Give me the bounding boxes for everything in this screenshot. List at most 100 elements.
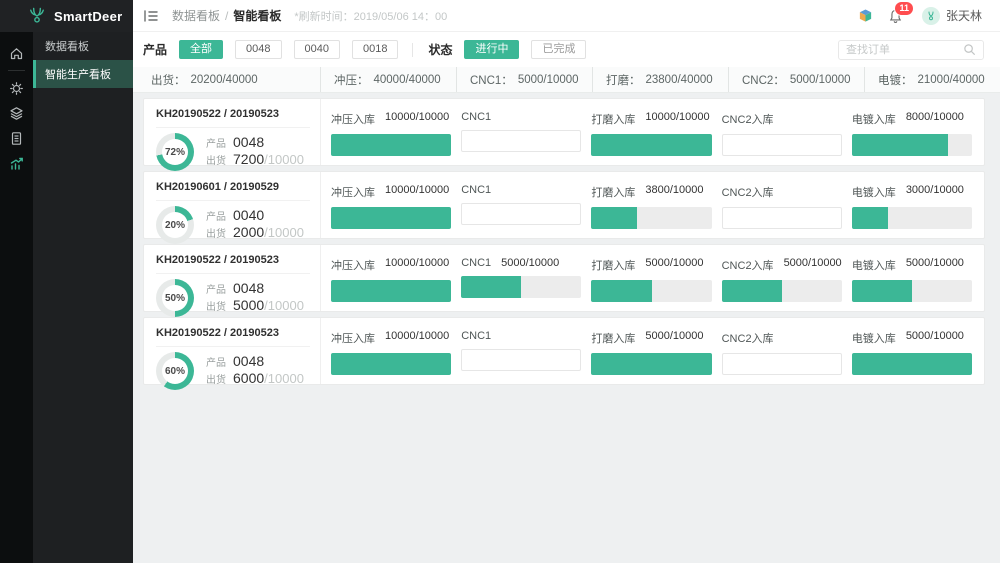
layers-icon[interactable] [9,106,24,121]
donut-percent: 60% [164,365,185,377]
stage-bar [461,130,582,152]
stage-value: 10000/10000 [385,184,450,196]
order-divider [156,200,310,201]
order-divider [156,127,310,128]
stages: 冲压入库 10000/10000 CNC1 打磨入库 10000/10000 C… [321,99,984,165]
product-filter-label: 产品 [143,43,168,57]
gear-icon[interactable] [9,81,24,96]
chart-icon[interactable] [9,156,24,171]
stage-value: 10000/10000 [385,257,450,269]
deer-icon [27,6,47,26]
stage-bar [461,276,582,298]
stage-label: CNC2入库 [721,187,774,199]
ship-label: 出货 [206,156,226,167]
summary-cell: 打磨： 23800/40000 [592,67,728,92]
stage-column: CNC1 [451,184,582,238]
stage-column: 冲压入库 10000/10000 [321,111,452,165]
topbar-right: 11 张天林 [858,0,982,25]
stages: 冲压入库 10000/10000 CNC1 5000/10000 打磨入库 50… [321,245,984,311]
cube-icon[interactable] [858,8,873,24]
ship-value: 6000 [233,370,265,386]
topbar-main: 数据看板 / 智能看板 *刷新时间：2019/05/06 14：00 11 [133,0,1000,32]
filter-chip[interactable]: 0040 [293,40,340,59]
summary-value: 5000/10000 [517,73,579,86]
stage-bar [591,280,712,302]
ship-total: /10000 [264,371,304,386]
summary-value: 40000/40000 [373,73,441,86]
summary-row: 出货： 20200/40000 冲压： 40000/40000 CNC1： 5000/… [133,67,1000,93]
breadcrumb-item-data-board[interactable]: 数据看板 [172,9,221,23]
stage-column: CNC2入库 5000/10000 [712,257,842,311]
ship-total: /10000 [264,225,304,240]
stage-bar-fill [331,280,452,302]
stage-bar [461,349,582,371]
main-content: 产品 全部 0048 0040 0018 状态 进行中 已完成 出货： 20200… [133,32,1000,563]
stage-value: 10000/10000 [385,111,450,123]
filter-chip[interactable]: 进行中 [464,40,520,59]
filter-chip[interactable]: 0018 [351,40,399,59]
sidebar-menu: 数据看板 智能生产看板 [33,32,133,563]
order-summary: KH20190601 / 20190529 20% 产品 0040 出货 200… [144,172,321,244]
stage-value: 5000/10000 [905,257,964,269]
ship-value: 7200 [233,151,265,167]
stage-bar-fill [851,207,888,229]
breadcrumb-item-smart-board: 智能看板 [233,9,282,23]
sidebar-item[interactable]: 智能生产看板 [33,60,133,88]
filter-chip[interactable]: 已完成 [531,40,587,59]
home-icon[interactable] [9,46,24,61]
stage-bar-fill [721,280,782,302]
user-avatar [921,6,940,25]
sidebar-item-label: 数据看板 [45,41,89,53]
breadcrumb: 数据看板 / 智能看板 [172,7,281,24]
summary-cell: 电镀： 21000/40000 [864,67,1000,92]
stage-bar-fill [591,134,712,156]
summary-cell: 出货： 20200/40000 [151,72,320,88]
stage-bar-fill [851,134,948,156]
stage-bar-fill [331,353,452,375]
stage-bar [331,207,452,229]
sidebar-item[interactable]: 数据看板 [33,32,133,60]
ship-total: /10000 [264,152,304,167]
stage-bar [851,134,973,156]
stage-bar [331,134,452,156]
status-options: 进行中 已完成 [464,40,598,59]
stage-label: 冲压入库 [331,260,375,272]
stage-column: CNC1 [451,330,582,384]
sidebar: 数据看板 智能生产看板 [0,32,133,563]
stage-value: 5000/10000 [645,330,704,342]
stage-bar-fill [591,207,638,229]
breadcrumb-separator: / [225,8,229,23]
summary-cell: 冲压： 40000/40000 [320,67,456,92]
stage-bar [591,134,712,156]
stage-bar [461,203,582,225]
filter-chip[interactable]: 0048 [235,40,282,59]
stage-bar-fill [461,276,522,298]
stage-value: 10000/10000 [645,111,710,123]
stage-column: 冲压入库 10000/10000 [321,330,452,384]
stage-bar [721,280,842,302]
stages: 冲压入库 10000/10000 CNC1 打磨入库 5000/10000 CN… [321,318,984,384]
order-summary: KH20190522 / 20190523 50% 产品 0048 出货 500… [144,245,321,317]
stage-value: 8000/10000 [905,111,964,123]
user-menu[interactable]: 张天林 [921,6,982,25]
report-icon[interactable] [9,131,24,146]
stage-label: CNC2入库 [721,114,774,126]
search-input[interactable] [846,43,963,56]
stage-bar [851,207,973,229]
stage-column: CNC1 [451,111,582,165]
stage-label: 打磨入库 [591,187,636,199]
search-icon[interactable] [963,43,976,56]
stage-column: 电镀入库 5000/10000 [842,257,973,311]
stage-value: 5000/10000 [905,330,964,342]
stage-value: 10000/10000 [385,330,450,342]
stage-bar [331,353,452,375]
stage-bar [591,207,712,229]
notification-bell[interactable]: 11 [888,0,914,24]
order-divider [156,346,310,347]
donut-chart: 20% [156,206,194,244]
summary-value: 20200/40000 [190,73,258,86]
filter-divider [412,42,414,57]
stage-label: 打磨入库 [591,333,636,345]
filter-chip[interactable]: 全部 [179,40,224,59]
collapse-menu-icon[interactable] [144,9,158,22]
